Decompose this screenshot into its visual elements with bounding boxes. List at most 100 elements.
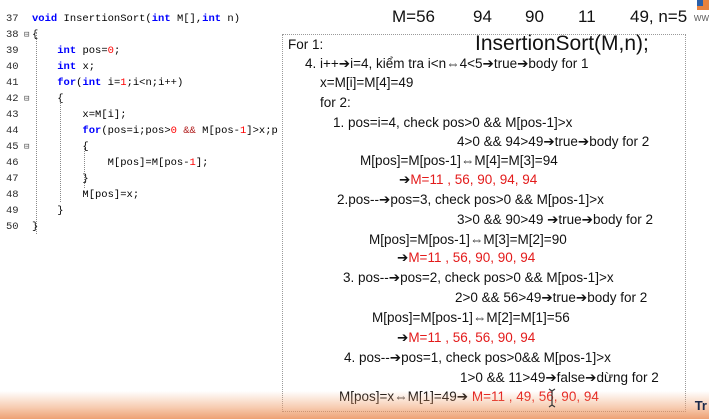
- fold-toggle-icon[interactable]: ⊟: [24, 142, 30, 152]
- trace-text: 4>0 && 94>49➔true➔body for 2: [457, 134, 650, 149]
- trace-line: 1>0 && 11>49➔false➔dừng for 2: [460, 370, 659, 386]
- trace-text: 1. pos=i=4, check pos>0 && M[pos-1]>x: [333, 115, 573, 130]
- text-cursor-icon: [548, 388, 556, 408]
- code-editor-panel[interactable]: 37 void InsertionSort(int M[],int n) 38 ⊟{3…: [0, 0, 309, 419]
- code-token: pos=: [82, 45, 108, 57]
- code-token: i=: [107, 77, 121, 89]
- trace-line: 4. pos--➔pos=1, check pos>0&& M[pos-1]>x: [344, 350, 611, 366]
- code-text: M[pos]=M[pos-1];: [32, 155, 209, 171]
- code-token: void: [32, 13, 64, 25]
- fold-toggle-icon[interactable]: ⊟: [24, 30, 30, 40]
- code-line[interactable]: 38 ⊟{: [0, 27, 278, 43]
- array-state-highlight: M=11 , 56, 56, 90, 94: [408, 330, 536, 345]
- trace-line: M[pos]=M[pos-1]⇔M[2]=M[1]=56: [372, 310, 570, 325]
- line-number: 41: [6, 77, 19, 89]
- code-text: {: [32, 91, 63, 107]
- trace-text: ➔: [397, 250, 409, 265]
- code-line[interactable]: 42 ⊟ {: [0, 91, 278, 107]
- code-text: for(pos=i;pos>0 && M[pos-1]>x;pos--): [32, 123, 309, 139]
- trace-line: M[pos]=M[pos-1]⇔M[3]=M[2]=90: [369, 232, 567, 247]
- trace-text: 4. pos--➔pos=1, check pos>0&& M[pos-1]>x: [344, 350, 611, 365]
- indent-guide: [60, 102, 61, 202]
- code-token: int: [57, 45, 83, 57]
- code-line[interactable]: 45 ⊟ {: [0, 139, 278, 155]
- slide-canvas: [278, 0, 709, 419]
- code-line[interactable]: 43 x=M[i];: [0, 107, 278, 123]
- code-token: 1: [120, 77, 127, 89]
- code-text: void InsertionSort(int M[],int n): [32, 11, 240, 27]
- code-token: x;: [82, 61, 96, 73]
- code-text: {: [32, 27, 38, 43]
- trace-text: ➔: [397, 330, 409, 345]
- indent-guide: [84, 148, 85, 188]
- code-token: ;i<n;i++): [126, 77, 184, 89]
- code-token: InsertionSort(: [63, 13, 152, 25]
- code-line[interactable]: 40 int x;: [0, 59, 278, 75]
- code-line[interactable]: 46 M[pos]=M[pos-1];: [0, 155, 278, 171]
- code-token: int: [151, 13, 177, 25]
- code-token: for: [57, 77, 77, 89]
- code-token: 1: [189, 157, 196, 169]
- code-token: int: [202, 13, 228, 25]
- line-number: 38: [6, 29, 19, 41]
- array-state-highlight: M=11 , 56, 90, 94, 94: [410, 172, 538, 187]
- code-line[interactable]: 48 M[pos]=x;: [0, 187, 278, 203]
- code-line[interactable]: 44 for(pos=i;pos>0 && M[pos-1]>x;pos--): [0, 123, 309, 139]
- trace-line: 2.pos--➔pos=3, check pos>0 && M[pos-1]>x: [337, 192, 604, 208]
- code-text: int x;: [32, 59, 95, 75]
- code-line[interactable]: 39 int pos=0;: [0, 43, 278, 59]
- trace-text: 3. pos--➔pos=2, check pos>0 && M[pos-1]>…: [343, 270, 614, 285]
- code-token: }: [32, 173, 89, 185]
- trace-line: 4. i++➔i=4, kiểm tra i<n⇔4<5➔true➔body f…: [305, 56, 588, 72]
- trace-line: For 1:: [288, 37, 323, 52]
- code-line[interactable]: 37 void InsertionSort(int M[],int n): [0, 11, 278, 27]
- array-state-highlight: M=11 , 56, 90, 90, 94: [408, 250, 536, 265]
- code-token: 0: [170, 125, 177, 137]
- code-token: ];: [195, 157, 209, 169]
- trace-text: 4. i++➔i=4, kiểm tra i<n⇔4<5➔true➔body f…: [305, 56, 589, 71]
- trace-line: for 2:: [320, 95, 351, 110]
- code-line[interactable]: 47 }: [0, 171, 278, 187]
- code-token: M[],: [176, 13, 203, 25]
- code-token: &&: [176, 125, 203, 137]
- code-line[interactable]: 41 for(int i=1;i<n;i++): [0, 75, 278, 91]
- code-text: for(int i=1;i<n;i++): [32, 75, 183, 91]
- trace-text: x=M[i]=M[4]=49: [320, 75, 414, 90]
- code-line[interactable]: 49 }: [0, 203, 278, 219]
- array-header-value-1: 94: [473, 7, 492, 26]
- trace-line: 2>0 && 56>49➔true➔body for 2: [455, 290, 647, 306]
- line-number: 39: [6, 45, 19, 57]
- indent-guide: [36, 32, 37, 234]
- line-number: 42: [6, 93, 19, 105]
- line-number: 48: [6, 189, 19, 201]
- trace-text: 1>0 && 11>49➔false➔dừng for 2: [460, 370, 659, 385]
- trace-line: 4>0 && 94>49➔true➔body for 2: [457, 134, 649, 150]
- trace-line: 3. pos--➔pos=2, check pos>0 && M[pos-1]>…: [343, 270, 614, 286]
- fold-toggle-icon[interactable]: ⊟: [24, 94, 30, 104]
- array-header-value-3: 11: [578, 7, 596, 26]
- trace-line: M[pos]=M[pos-1]⇔M[4]=M[3]=94: [360, 153, 558, 168]
- trace-text: M[pos]=M[pos-1]⇔M[3]=M[2]=90: [369, 232, 567, 247]
- slide-title: InsertionSort(M,n);: [475, 32, 649, 55]
- trace-text: 2>0 && 56>49➔true➔body for 2: [455, 290, 648, 305]
- trace-text: 2.pos--➔pos=3, check pos>0 && M[pos-1]>x: [337, 192, 604, 207]
- trace-text: For 1:: [288, 37, 324, 52]
- trace-line: 3>0 && 90>49 ➔true➔body for 2: [457, 212, 653, 228]
- line-number: 44: [6, 125, 19, 137]
- line-number: 37: [6, 13, 19, 25]
- code-text: x=M[i];: [32, 107, 126, 123]
- array-header-value-4: 49, n=5: [630, 7, 688, 26]
- line-number: 47: [6, 173, 19, 185]
- code-line[interactable]: 50}: [0, 219, 278, 235]
- code-token: }: [32, 205, 64, 217]
- code-token: ;: [113, 45, 121, 57]
- trace-line: ➔M=11 , 56, 90, 90, 94: [397, 250, 535, 266]
- code-token: [32, 125, 82, 137]
- code-text: }: [32, 171, 89, 187]
- code-text: }: [32, 203, 64, 219]
- trace-text: for 2:: [320, 95, 351, 110]
- line-number: 45: [6, 141, 19, 153]
- line-number: 49: [6, 205, 19, 217]
- trace-line: ➔M=11 , 56, 56, 90, 94: [397, 330, 535, 346]
- code-token: for: [82, 125, 102, 137]
